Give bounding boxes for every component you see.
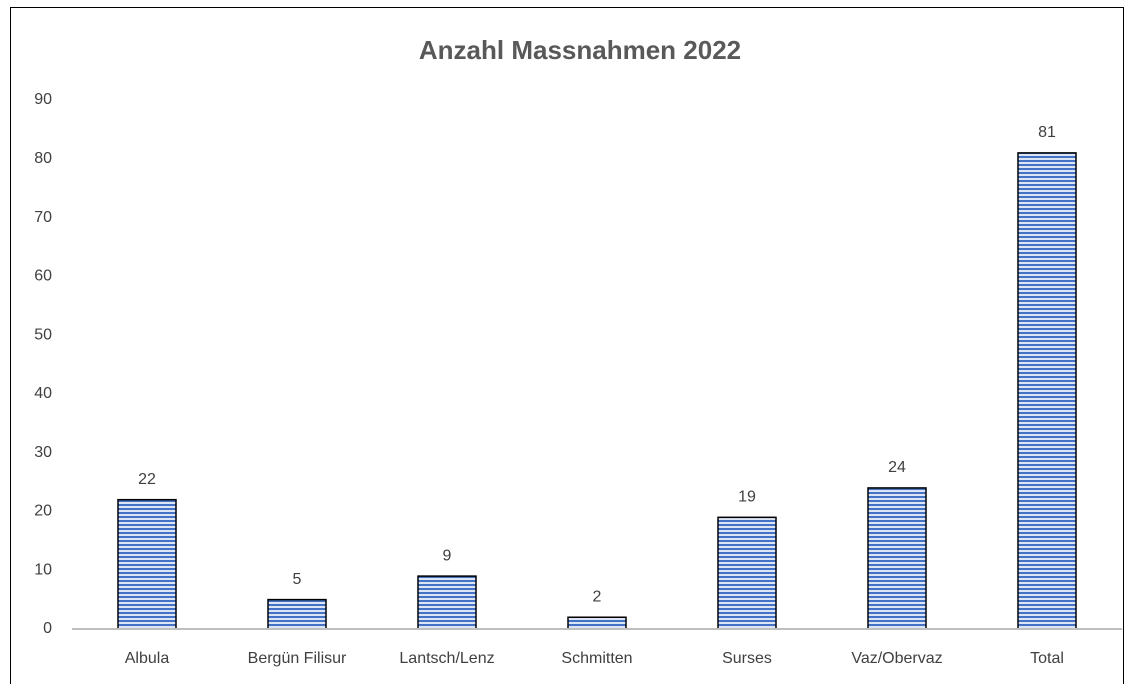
x-tick-label: Vaz/Obervaz <box>851 650 942 667</box>
y-tick-label: 30 <box>34 444 52 461</box>
y-tick-label: 70 <box>34 209 52 226</box>
y-tick-label: 60 <box>34 268 52 285</box>
data-label: 2 <box>593 588 602 605</box>
x-tick-label: Lantsch/Lenz <box>399 650 494 667</box>
bar <box>417 575 477 630</box>
y-tick-label: 0 <box>43 620 52 637</box>
y-tick-label: 80 <box>34 150 52 167</box>
data-label: 19 <box>738 489 756 506</box>
bar <box>867 487 927 630</box>
y-tick-label: 40 <box>34 385 52 402</box>
bar <box>117 498 177 630</box>
bar <box>567 616 627 630</box>
data-label: 24 <box>888 459 906 476</box>
chart-title: Anzahl Massnahmen 2022 <box>419 35 741 65</box>
x-tick-label: Bergün Filisur <box>248 650 347 667</box>
x-tick-label: Albula <box>125 650 170 667</box>
data-label: 81 <box>1038 124 1056 141</box>
x-tick-label: Total <box>1030 650 1064 667</box>
y-tick-label: 10 <box>34 561 52 578</box>
y-tick-label: 90 <box>34 91 52 108</box>
x-tick-label: Surses <box>722 650 772 667</box>
bar <box>717 516 777 630</box>
bar <box>1017 152 1077 630</box>
y-tick-label: 20 <box>34 503 52 520</box>
chart-frame <box>10 7 1124 684</box>
data-label: 9 <box>443 547 452 564</box>
y-tick-label: 50 <box>34 326 52 343</box>
x-tick-label: Schmitten <box>561 650 632 667</box>
data-label: 22 <box>138 471 156 488</box>
data-label: 5 <box>293 571 302 588</box>
bar <box>267 598 327 630</box>
